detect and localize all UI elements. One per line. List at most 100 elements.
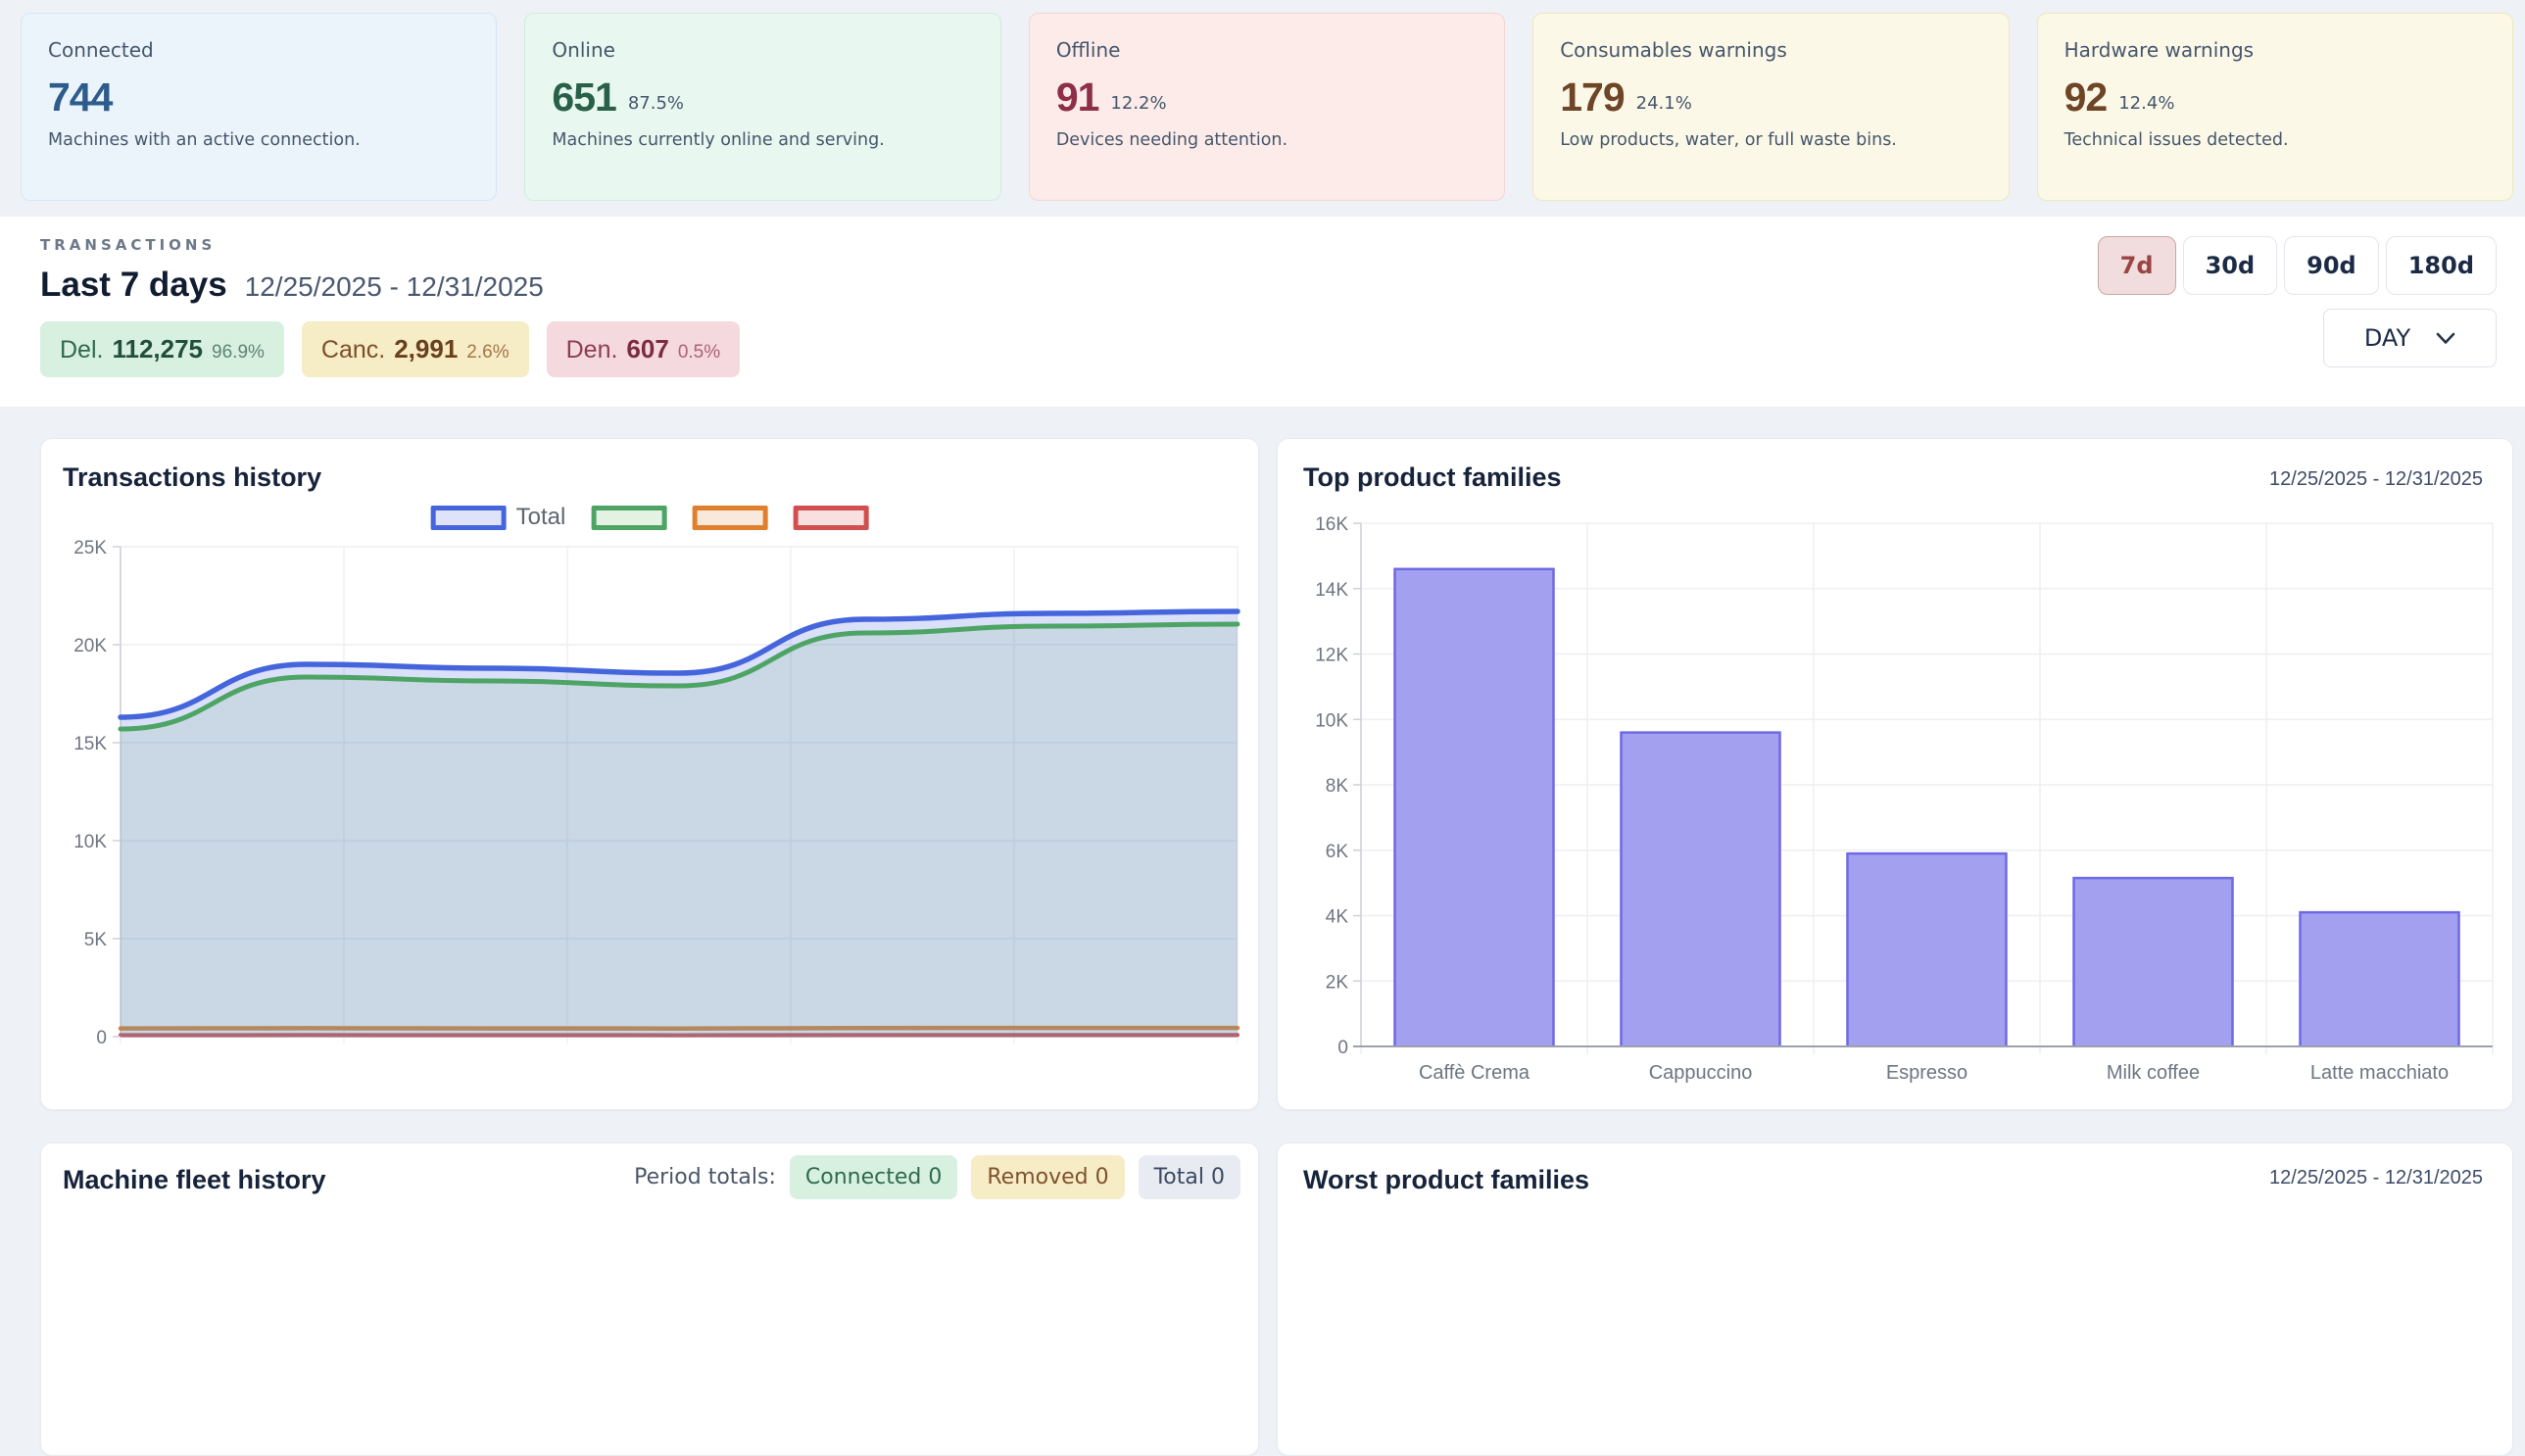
card-title: Machine fleet history: [63, 1165, 326, 1194]
removed-total-badge: Removed 0: [971, 1155, 1125, 1199]
total-badge: Total 0: [1138, 1155, 1240, 1199]
period-title: Last 7 days: [40, 266, 227, 304]
stat-title: Offline: [1055, 38, 1121, 62]
charts-row: Transactions history Total 25K 20K 15K 10K 5…: [0, 438, 2525, 1110]
chart-legend: Total: [430, 504, 869, 531]
stat-card-offline: Offline 91 12.2% Devices needing attenti…: [1028, 13, 1506, 201]
stat-value: 651: [552, 74, 616, 120]
svg-text:0: 0: [96, 1028, 107, 1048]
stat-value: 744: [48, 74, 113, 120]
legend-item[interactable]: [591, 505, 667, 530]
worst-product-families-card: Worst product families 12/25/2025 - 12/3…: [1277, 1142, 2513, 1456]
stat-percent: 24.1%: [1635, 92, 1692, 114]
range-button-30d[interactable]: 30d: [2182, 236, 2278, 295]
top-product-families-chart: 16K 14K 12K 10K 8K 6K 4K 2K 0 Caffè Crema Cappucci…: [1315, 514, 2494, 1084]
transactions-header: TRANSACTIONS Last 7 days 12/25/2025 - 12…: [0, 217, 2525, 407]
stat-card-consumables-warnings: Consumables warnings 179 24.1% Low produ…: [1532, 13, 2010, 201]
dashboard-page: Connected 744 Machines with an active co…: [0, 13, 2525, 1456]
stat-title: Online: [552, 38, 615, 62]
svg-text:Espresso: Espresso: [1886, 1062, 1967, 1084]
svg-text:14K: 14K: [1315, 580, 1348, 601]
top-product-families-card: Top product families 12/25/2025 - 12/31/…: [1277, 438, 2513, 1110]
stat-title: Consumables warnings: [1560, 38, 1787, 62]
machine-fleet-history-card: Machine fleet history Period totals: Con…: [40, 1142, 1259, 1456]
badge-percent: 96.9%: [212, 342, 265, 363]
svg-text:20K: 20K: [73, 636, 107, 656]
svg-text:12K: 12K: [1315, 646, 1348, 666]
badge-value: 2,991: [394, 334, 459, 364]
stat-value: 92: [2064, 74, 2109, 120]
legend-item[interactable]: [692, 505, 768, 530]
legend-swatch: [430, 505, 507, 530]
legend-label: Total: [515, 504, 566, 530]
svg-text:25K: 25K: [73, 538, 107, 558]
svg-text:0: 0: [1337, 1038, 1348, 1058]
badge-label: Del.: [60, 336, 104, 364]
badge-value: 112,275: [112, 334, 204, 364]
svg-text:5K: 5K: [84, 930, 108, 950]
stat-value: 179: [1560, 74, 1625, 120]
svg-text:10K: 10K: [73, 832, 107, 852]
badge-percent: 0.5%: [677, 342, 721, 363]
svg-text:Caffè Crema: Caffè Crema: [1419, 1062, 1530, 1084]
chevron-down-icon: [2436, 332, 2455, 344]
section-label: TRANSACTIONS: [40, 236, 217, 254]
transactions-history-chart: 25K 20K 15K 10K 5K 0: [73, 538, 1240, 1048]
chart-title: Transactions history: [63, 462, 322, 492]
connected-total-badge: Connected 0: [789, 1155, 958, 1199]
transaction-totals: Del. 112,275 96.9% Canc. 2,991 2.6% Den.…: [40, 321, 741, 377]
legend-swatch: [793, 505, 869, 530]
bottom-row: Machine fleet history Period totals: Con…: [0, 1142, 2525, 1456]
svg-text:10K: 10K: [1315, 710, 1348, 731]
stat-description: Low products, water, or full waste bins.: [1560, 129, 1897, 150]
badge-label: Canc.: [320, 336, 386, 364]
svg-text:Milk coffee: Milk coffee: [2107, 1062, 2200, 1084]
legend-swatch: [591, 505, 667, 530]
svg-text:16K: 16K: [1315, 514, 1348, 535]
stat-title: Connected: [48, 38, 154, 62]
cancelled-badge: Canc. 2,991 2.6%: [301, 321, 529, 377]
legend-swatch: [692, 505, 768, 530]
range-button-180d[interactable]: 180d: [2385, 236, 2497, 295]
badge-label: Den.: [565, 336, 618, 364]
svg-text:6K: 6K: [1326, 842, 1349, 862]
badge-percent: 2.6%: [466, 342, 510, 363]
stat-percent: 12.2%: [1110, 92, 1167, 114]
period-totals-label: Period totals:: [634, 1165, 776, 1189]
svg-text:Latte macchiato: Latte macchiato: [2310, 1062, 2449, 1084]
svg-text:Cappuccino: Cappuccino: [1649, 1062, 1753, 1084]
granularity-select[interactable]: DAY: [2323, 309, 2497, 367]
range-button-90d[interactable]: 90d: [2284, 236, 2379, 295]
legend-item[interactable]: [793, 505, 869, 530]
transactions-history-card: Transactions history Total 25K 20K 15K 10K 5…: [40, 438, 1259, 1110]
badge-value: 607: [626, 334, 669, 364]
chart-title: Top product families: [1303, 462, 1562, 492]
period-totals: Period totals: Connected 0 Removed 0 Tot…: [634, 1155, 1240, 1199]
chart-date-range: 12/25/2025 - 12/31/2025: [2269, 1167, 2483, 1189]
chart-date-range: 12/25/2025 - 12/31/2025: [2269, 468, 2483, 490]
stat-card-connected: Connected 744 Machines with an active co…: [21, 13, 498, 201]
stat-description: Technical issues detected.: [2064, 129, 2289, 150]
stat-card-online: Online 651 87.5% Machines currently onli…: [524, 13, 1001, 201]
svg-text:4K: 4K: [1326, 907, 1349, 928]
granularity-value: DAY: [2363, 324, 2411, 352]
stat-percent: 12.4%: [2118, 92, 2175, 114]
period-row: Last 7 days 12/25/2025 - 12/31/2025: [40, 266, 740, 305]
denied-badge: Den. 607 0.5%: [546, 321, 741, 377]
stat-title: Hardware warnings: [2064, 38, 2255, 62]
legend-item[interactable]: Total: [430, 504, 566, 531]
svg-text:2K: 2K: [1326, 972, 1349, 993]
stat-card-hardware-warnings: Hardware warnings 92 12.4% Technical iss…: [2036, 13, 2514, 201]
svg-text:8K: 8K: [1326, 776, 1349, 797]
stat-percent: 87.5%: [627, 92, 685, 114]
stat-value: 91: [1055, 74, 1100, 120]
card-title: Worst product families: [1303, 1165, 1590, 1194]
period-date-range: 12/25/2025 - 12/31/2025: [244, 271, 544, 302]
svg-text:15K: 15K: [73, 734, 107, 754]
range-button-7d[interactable]: 7d: [2097, 236, 2176, 295]
stat-description: Machines currently online and serving.: [552, 129, 885, 150]
stat-description: Devices needing attention.: [1055, 129, 1288, 150]
stat-description: Machines with an active connection.: [48, 129, 361, 150]
range-buttons: 7d 30d 90d 180d: [2097, 236, 2497, 295]
delivered-badge: Del. 112,275 96.9%: [40, 321, 284, 377]
